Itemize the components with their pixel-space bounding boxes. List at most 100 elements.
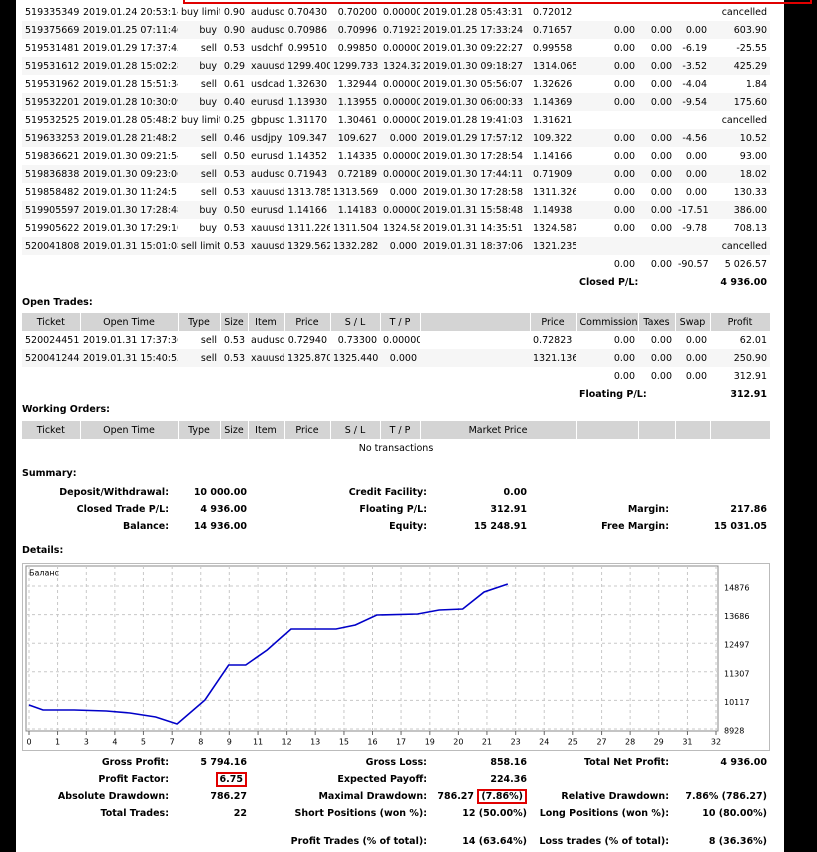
table-cell: 2019.01.29 17:37:45 xyxy=(83,42,178,54)
table-cell: 0.70986 xyxy=(284,21,330,39)
y-tick-label: 10117 xyxy=(724,698,749,707)
table-cell: 0.53 xyxy=(220,349,248,367)
table-cell: Type xyxy=(178,421,221,439)
table-cell: 1332.282 xyxy=(330,237,380,255)
table-cell: Profit Factor: xyxy=(98,774,169,785)
x-tick-label: 12 xyxy=(282,738,292,747)
table-cell: audusd xyxy=(248,21,284,39)
table-cell: Ticket xyxy=(22,421,81,439)
table-row: Balance: 14 936.00 Equity: 15 248.91 Free Ma… xyxy=(22,518,770,535)
table-cell: Commission xyxy=(576,313,639,331)
table-cell: 1.13955 xyxy=(330,93,380,111)
table-cell: No transactions xyxy=(358,442,434,454)
x-tick-label: 20 xyxy=(453,738,463,747)
table-cell: xauusd xyxy=(251,222,284,234)
table-cell: 0.50 xyxy=(223,150,245,162)
table-cell: 6.75 xyxy=(172,771,250,788)
table-cell: 0.000 xyxy=(389,186,417,198)
table-cell: 1.14352 xyxy=(287,150,327,162)
table-row: Gross Profit: 5 794.16 Gross Loss: 858.16 To… xyxy=(22,754,770,771)
table-row: 519858482 2019.01.30 11:24:51 sell 0.53 xauu… xyxy=(22,183,770,201)
table-cell: 2019.01.25 07:11:46 xyxy=(80,21,178,39)
section-title: Details: xyxy=(22,545,64,556)
table-cell: Gross Profit: xyxy=(101,757,169,768)
table-row: Total Trades: 22 Short Positions (won %): 1… xyxy=(22,805,770,822)
table-cell: T / P xyxy=(380,421,421,439)
table-cell: 0.71909 xyxy=(530,165,576,183)
x-tick-label: 15 xyxy=(339,738,349,747)
table-cell: Price xyxy=(284,421,331,439)
pl-row: Closed P/L: 4 936.00 xyxy=(22,273,770,291)
table-cell: 0.00 xyxy=(576,21,638,39)
table-cell: 0.00000 xyxy=(383,150,420,162)
table-cell: 0.00 xyxy=(613,334,635,346)
table-cell: 519905597 xyxy=(22,201,80,219)
table-cell: 15 031.05 xyxy=(713,521,767,532)
table-cell: 2019.01.30 17:28:58 xyxy=(423,186,524,198)
table-cell xyxy=(576,421,639,439)
x-tick-label: 29 xyxy=(654,738,664,747)
table-cell: 2019.01.30 17:28:48 xyxy=(80,201,178,219)
y-tick-label: 13686 xyxy=(724,612,749,621)
table-cell: Type xyxy=(178,313,221,331)
table-row: Closed Trade P/L: 4 936.00 Floating P/L: 31… xyxy=(22,501,770,518)
table-cell: 4 936.00 xyxy=(720,276,767,288)
table-cell: 0.00 xyxy=(576,57,638,75)
table-cell: Size xyxy=(220,313,249,331)
table-cell: 1.14183 xyxy=(330,201,380,219)
chart-label: Баланс xyxy=(29,569,59,578)
table-cell: 603.90 xyxy=(710,21,770,39)
table-cell: 519532525 xyxy=(25,114,80,126)
table-cell: 109.627 xyxy=(330,129,380,147)
table-cell: sell xyxy=(200,78,217,90)
table-row: Profit Trades (% of total): 14 (63.64%) Lo… xyxy=(22,833,770,850)
table-cell: 2019.01.31 15:01:08 xyxy=(80,237,178,255)
table-cell: Open Time xyxy=(80,313,179,331)
table-row: Absolute Drawdown: 786.27 Maximal Drawdown… xyxy=(22,788,770,805)
table-cell: 2019.01.30 09:18:27 xyxy=(420,57,530,75)
x-tick-label: 28 xyxy=(625,738,635,747)
table-cell xyxy=(675,111,710,129)
table-cell: 312.91 xyxy=(490,504,527,515)
table-cell: 0.99558 xyxy=(533,42,573,54)
table-cell: 1.14938 xyxy=(530,201,576,219)
x-tick-label: 31 xyxy=(682,738,692,747)
table-cell: 0.72940 xyxy=(287,334,327,346)
table-cell xyxy=(638,237,675,255)
table-cell: Margin: xyxy=(627,504,669,515)
table-cell: 425.29 xyxy=(710,57,770,75)
table-cell: Total Trades: xyxy=(100,808,170,819)
statistics: Gross Profit: 5 794.16 Gross Loss: 858.16 To… xyxy=(22,754,770,850)
y-tick-label: 11307 xyxy=(724,669,749,678)
table-row: 520041808 2019.01.31 15:01:08 sell limit 0.… xyxy=(22,237,770,255)
table-cell: 1324.587 xyxy=(533,222,576,234)
x-tick-label: 8 xyxy=(198,738,203,747)
table-cell: 520041244 xyxy=(22,349,80,367)
table-cell: 1.14166 xyxy=(533,150,573,162)
table-cell xyxy=(22,833,172,850)
table-cell: eurusd xyxy=(251,150,284,162)
table-cell: buy xyxy=(199,222,217,234)
table-cell: buy limit xyxy=(181,6,220,18)
x-tick-label: 4 xyxy=(112,738,117,747)
table-cell xyxy=(172,833,250,850)
table-cell xyxy=(576,237,638,255)
table-cell: 10.52 xyxy=(710,129,770,147)
section-title: Working Orders: xyxy=(22,404,110,415)
table-cell: Deposit/Withdrawal: xyxy=(59,487,169,498)
table-cell xyxy=(672,484,770,501)
table-cell: 0.00 xyxy=(613,370,635,382)
table-cell: Relative Drawdown: xyxy=(561,791,669,802)
table-cell: -6.19 xyxy=(682,42,707,54)
table-row: 519375669 2019.01.25 07:11:46 buy 0.90 audus… xyxy=(22,21,770,39)
table-cell: Open Time xyxy=(80,421,179,439)
table-cell: 18.02 xyxy=(710,165,770,183)
table-cell: 2019.01.28 15:02:28 xyxy=(80,57,178,75)
table-cell: 10 000.00 xyxy=(193,487,247,498)
x-tick-label: 5 xyxy=(141,738,146,747)
table-cell: Floating P/L: xyxy=(359,504,427,515)
table-cell: 1.30461 xyxy=(337,114,377,126)
table-cell: 2019.01.30 17:44:11 xyxy=(420,165,530,183)
table-cell: 786.27 xyxy=(210,791,247,802)
